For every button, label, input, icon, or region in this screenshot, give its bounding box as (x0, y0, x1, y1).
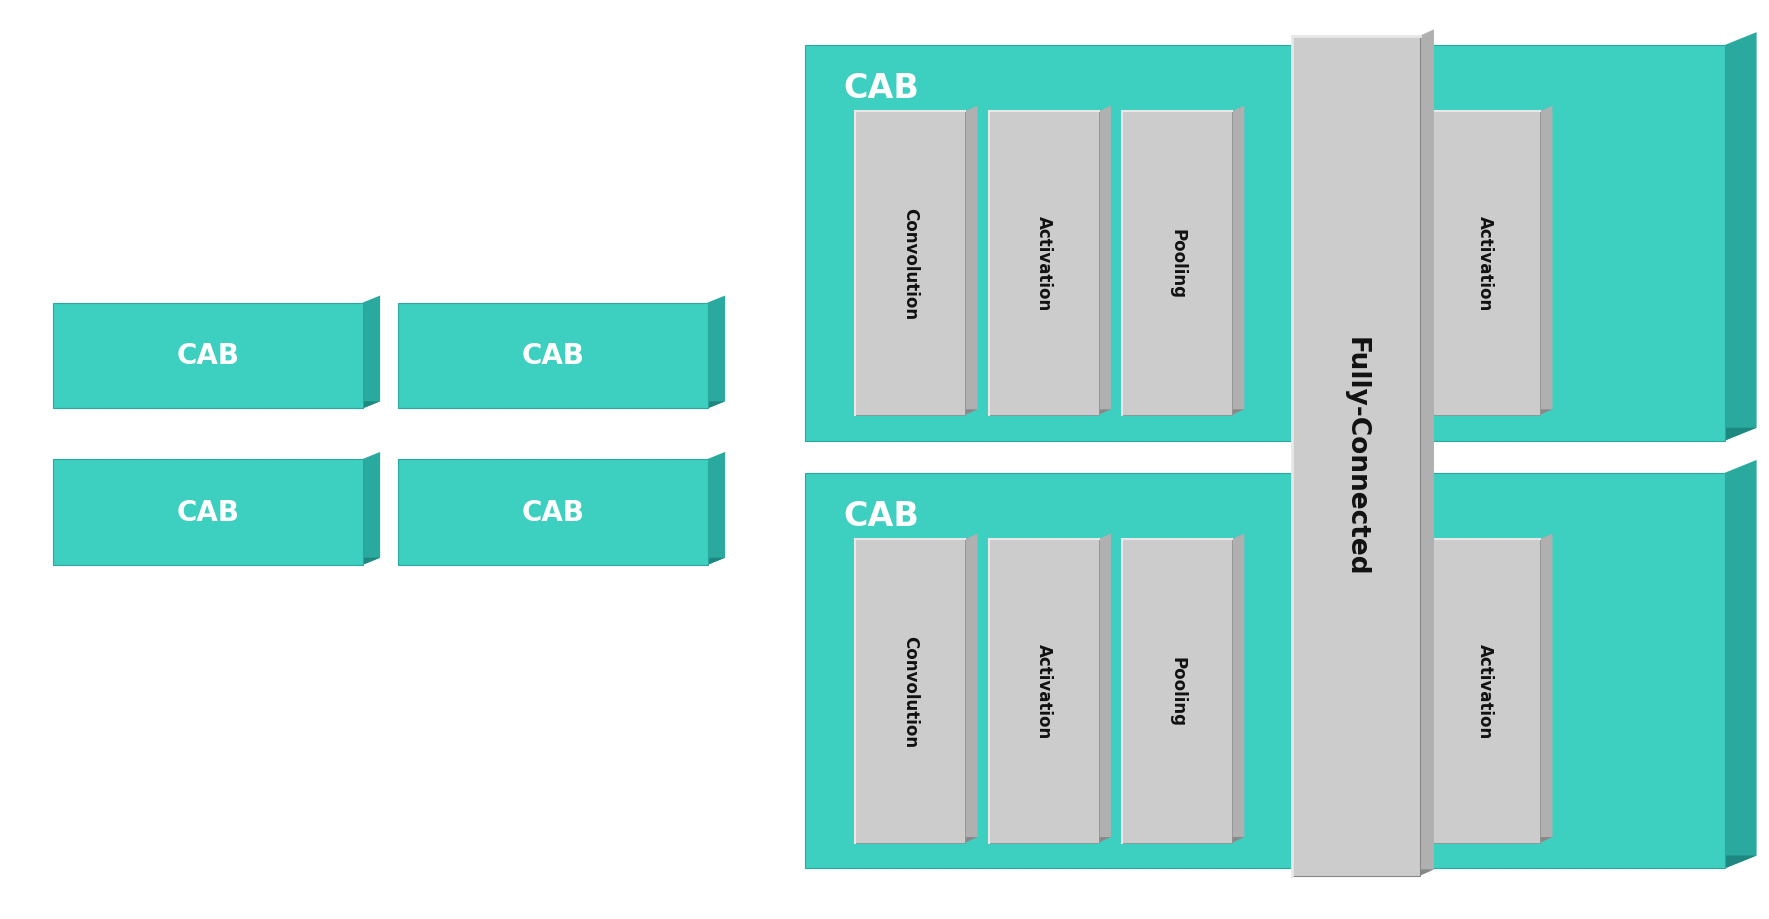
Bar (1122, 112, 1231, 415)
Polygon shape (856, 837, 978, 843)
Polygon shape (1725, 33, 1757, 441)
Polygon shape (989, 410, 1111, 415)
Polygon shape (398, 402, 725, 409)
Bar (1293, 37, 1421, 876)
Polygon shape (1231, 107, 1244, 415)
Bar (398, 303, 708, 409)
Text: CAB: CAB (522, 342, 584, 370)
Polygon shape (363, 452, 380, 565)
Polygon shape (53, 558, 380, 565)
Polygon shape (1122, 410, 1244, 415)
Bar (1431, 539, 1541, 843)
Polygon shape (856, 410, 978, 415)
Text: Pooling: Pooling (1168, 656, 1185, 726)
Polygon shape (1541, 534, 1553, 843)
Polygon shape (805, 856, 1757, 868)
Text: Activation: Activation (1035, 216, 1053, 312)
Polygon shape (1099, 107, 1111, 415)
Bar (398, 460, 708, 565)
Text: Pooling: Pooling (1168, 229, 1185, 299)
Polygon shape (1122, 837, 1244, 843)
Polygon shape (1541, 107, 1553, 415)
Text: CAB: CAB (844, 72, 920, 105)
Text: CAB: CAB (177, 342, 239, 370)
Polygon shape (1421, 30, 1435, 876)
Polygon shape (1725, 460, 1757, 868)
Bar (989, 112, 1099, 415)
Polygon shape (1231, 534, 1244, 843)
Polygon shape (708, 452, 725, 565)
Bar (805, 46, 1725, 441)
Polygon shape (363, 296, 380, 409)
Bar (53, 303, 363, 409)
Bar (856, 112, 966, 415)
Text: Activation: Activation (1035, 643, 1053, 739)
Text: CAB: CAB (177, 498, 239, 527)
Bar (1122, 539, 1231, 843)
Polygon shape (1431, 410, 1553, 415)
Polygon shape (398, 558, 725, 565)
Text: CAB: CAB (522, 498, 584, 527)
Text: Convolution: Convolution (902, 635, 920, 747)
Text: Fully-Connected: Fully-Connected (1343, 336, 1369, 576)
Bar (989, 539, 1099, 843)
Text: Convolution: Convolution (902, 208, 920, 320)
Polygon shape (1431, 837, 1553, 843)
Bar (1431, 112, 1541, 415)
Bar (805, 473, 1725, 868)
Polygon shape (966, 534, 978, 843)
Polygon shape (708, 296, 725, 409)
Text: Activation: Activation (1477, 643, 1495, 739)
Polygon shape (1293, 869, 1435, 876)
Polygon shape (53, 402, 380, 409)
Polygon shape (805, 428, 1757, 441)
Bar (856, 539, 966, 843)
Polygon shape (966, 107, 978, 415)
Polygon shape (989, 837, 1111, 843)
Bar (53, 460, 363, 565)
Polygon shape (1099, 534, 1111, 843)
Text: Activation: Activation (1477, 216, 1495, 312)
Text: CAB: CAB (844, 499, 920, 532)
